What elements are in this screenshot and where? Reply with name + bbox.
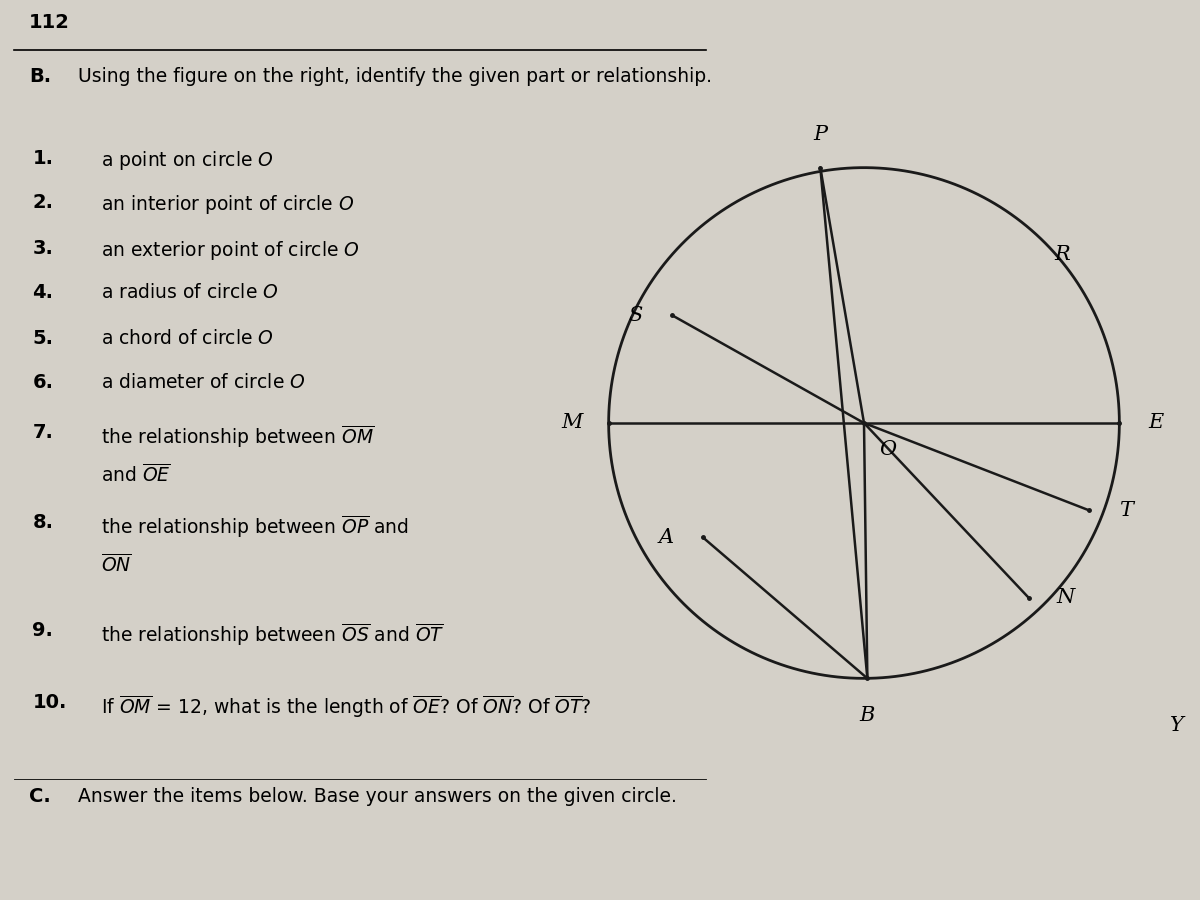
Text: an exterior point of circle $O$: an exterior point of circle $O$ xyxy=(101,238,360,262)
Text: S: S xyxy=(629,306,643,325)
Text: Y: Y xyxy=(1170,716,1183,735)
Text: M: M xyxy=(560,413,582,433)
Text: the relationship between $\overline{OS}$ and $\overline{OT}$: the relationship between $\overline{OS}$… xyxy=(101,621,444,648)
Text: B.: B. xyxy=(29,68,50,86)
Text: the relationship between $\overline{OP}$ and: the relationship between $\overline{OP}$… xyxy=(101,513,409,540)
Text: P: P xyxy=(814,124,827,143)
Text: 112: 112 xyxy=(29,13,70,32)
Text: 9.: 9. xyxy=(32,621,53,640)
Text: 2.: 2. xyxy=(32,194,54,212)
Text: A: A xyxy=(658,527,673,546)
Text: a point on circle $O$: a point on circle $O$ xyxy=(101,148,274,172)
Text: T: T xyxy=(1120,501,1133,520)
Text: 8.: 8. xyxy=(32,513,54,532)
Text: B: B xyxy=(859,706,875,724)
Text: and $\overline{OE}$: and $\overline{OE}$ xyxy=(101,464,170,486)
Text: 10.: 10. xyxy=(32,693,67,712)
Text: R: R xyxy=(1055,246,1070,265)
Text: Answer the items below. Base your answers on the given circle.: Answer the items below. Base your answer… xyxy=(72,788,677,806)
Text: an interior point of circle $O$: an interior point of circle $O$ xyxy=(101,194,354,217)
Text: 7.: 7. xyxy=(32,423,53,442)
Text: 5.: 5. xyxy=(32,328,54,347)
Text: a chord of circle $O$: a chord of circle $O$ xyxy=(101,328,274,347)
Text: N: N xyxy=(1056,589,1075,608)
Text: If $\overline{OM}$ = 12, what is the length of $\overline{OE}$? Of $\overline{ON: If $\overline{OM}$ = 12, what is the len… xyxy=(101,693,592,720)
Text: a diameter of circle $O$: a diameter of circle $O$ xyxy=(101,374,306,392)
Text: 3.: 3. xyxy=(32,238,53,257)
Text: C.: C. xyxy=(29,788,50,806)
Text: 4.: 4. xyxy=(32,284,54,302)
Text: 6.: 6. xyxy=(32,374,54,392)
Text: the relationship between $\overline{OM}$: the relationship between $\overline{OM}$ xyxy=(101,423,374,450)
Text: O: O xyxy=(878,440,896,459)
Text: 1.: 1. xyxy=(32,148,54,167)
Text: $\overline{ON}$: $\overline{ON}$ xyxy=(101,554,132,575)
Text: Using the figure on the right, identify the given part or relationship.: Using the figure on the right, identify … xyxy=(72,68,712,86)
Text: a radius of circle $O$: a radius of circle $O$ xyxy=(101,284,278,302)
Text: E: E xyxy=(1148,413,1164,433)
